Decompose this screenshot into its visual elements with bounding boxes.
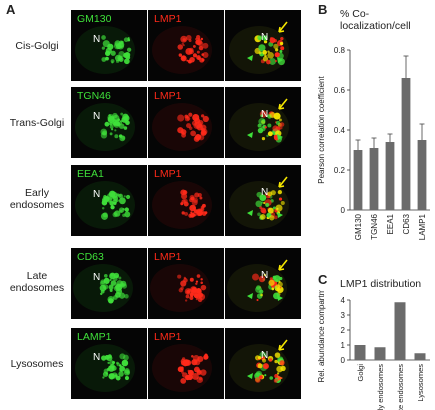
arrowhead-icon xyxy=(277,295,283,301)
distribution-chart: 0 1 2 3 4 Rel. abundance compartment Golgi Earl… xyxy=(317,290,430,410)
arrowhead-icon xyxy=(247,373,253,379)
arrow-icon xyxy=(278,176,288,188)
lmp1-label: LMP1 xyxy=(154,251,182,263)
row-label: Trans-Golgi xyxy=(9,117,65,129)
lmp1-channel-image: LMP1 xyxy=(148,87,224,158)
lmp1-label: LMP1 xyxy=(154,13,182,25)
merge-channel-image: N xyxy=(225,165,301,236)
y-tick-label: 4 xyxy=(341,296,346,305)
marker-label: CD63 xyxy=(77,251,104,263)
merge-channel-image: N xyxy=(225,328,301,399)
y-tick-label: 0 xyxy=(341,206,346,215)
y-tick-label: 3 xyxy=(341,311,346,320)
lmp1-channel-image: LMP1 xyxy=(148,328,224,399)
nucleus-label: N xyxy=(261,270,269,281)
row-label: Cis-Golgi xyxy=(15,40,59,52)
category-label: CD63 xyxy=(402,213,411,234)
y-tick-label: 0.6 xyxy=(334,86,346,95)
merge-channel-image: N xyxy=(225,248,301,319)
y-tick-label: 0.8 xyxy=(334,46,346,55)
arrowhead-icon xyxy=(247,55,253,61)
marker-label: GM130 xyxy=(77,13,112,25)
marker-channel-image: EEA1 N xyxy=(71,165,147,236)
arrowhead-icon xyxy=(277,212,283,218)
nucleus-label: N xyxy=(93,272,101,283)
bar xyxy=(414,353,426,360)
marker-label: EEA1 xyxy=(77,168,104,180)
category-label: Golgi xyxy=(356,364,365,382)
marker-channel-image: LAMP1 N xyxy=(71,328,147,399)
marker-channel-image: GM130 N xyxy=(71,10,147,81)
category-label: LAMP1 xyxy=(418,213,427,240)
nucleus-label: N xyxy=(93,189,101,200)
row-label: Lysosomes xyxy=(10,358,64,370)
bar xyxy=(385,142,395,210)
y-axis-label: Pearson correlation coefficient xyxy=(317,75,326,183)
arrowhead-icon xyxy=(277,134,283,140)
lmp1-channel-image: LMP1 xyxy=(148,248,224,319)
chart-b-title: % Co-localization/cell xyxy=(340,8,411,32)
nucleus-label: N xyxy=(261,350,269,361)
y-tick-label: 0.2 xyxy=(334,166,346,175)
panel-label-c: C xyxy=(318,272,328,287)
y-tick-label: 0 xyxy=(341,356,346,365)
chart-c-title: LMP1 distribution xyxy=(340,278,422,290)
category-label: GM130 xyxy=(354,213,363,240)
merge-channel-image: N xyxy=(225,10,301,81)
marker-channel-image: CD63 N xyxy=(71,248,147,319)
merge-channel-image: N xyxy=(225,87,301,158)
bar xyxy=(401,78,411,210)
marker-label: LAMP1 xyxy=(77,331,112,343)
arrow-icon xyxy=(278,259,288,271)
arrowhead-icon xyxy=(277,375,283,381)
panel-label-a: A xyxy=(6,2,16,17)
category-label: Early endosomes xyxy=(376,364,385,410)
bar xyxy=(369,148,379,210)
arrow-icon xyxy=(278,98,288,110)
category-label: Late endosomes xyxy=(396,364,405,410)
bar xyxy=(394,302,406,360)
lmp1-channel-image: LMP1 xyxy=(148,165,224,236)
y-tick-label: 2 xyxy=(341,326,346,335)
lmp1-channel-image: LMP1 xyxy=(148,10,224,81)
category-label: EEA1 xyxy=(386,213,395,234)
arrow-icon xyxy=(278,21,288,33)
nucleus-label: N xyxy=(261,187,269,198)
arrowhead-icon xyxy=(277,57,283,63)
nucleus-label: N xyxy=(93,34,101,45)
row-label: Late endosomes xyxy=(9,270,65,294)
marker-label: TGN46 xyxy=(77,90,111,102)
category-label: TGN46 xyxy=(370,213,379,239)
nucleus-label: N xyxy=(93,111,101,122)
arrow-icon xyxy=(278,339,288,351)
nucleus-label: N xyxy=(261,109,269,120)
colocalization-chart: 0 0.2 0.4 0.6 0.8 Pearson correlation coeffic… xyxy=(317,46,430,240)
bar xyxy=(417,140,427,210)
nucleus-label: N xyxy=(93,352,101,363)
arrowhead-icon xyxy=(247,210,253,216)
category-label: Lysosomes xyxy=(416,364,425,402)
lmp1-label: LMP1 xyxy=(154,90,182,102)
y-axis-label: Rel. abundance compartment xyxy=(317,290,326,382)
row-label: Early endosomes xyxy=(9,187,65,211)
arrowhead-icon xyxy=(247,293,253,299)
arrowhead-icon xyxy=(247,132,253,138)
lmp1-label: LMP1 xyxy=(154,168,182,180)
y-tick-label: 1 xyxy=(341,341,346,350)
bar xyxy=(353,150,363,210)
lmp1-label: LMP1 xyxy=(154,331,182,343)
marker-channel-image: TGN46 N xyxy=(71,87,147,158)
bar xyxy=(354,345,366,360)
panel-label-b: B xyxy=(318,2,328,17)
bar xyxy=(374,347,386,360)
y-tick-label: 0.4 xyxy=(334,126,346,135)
nucleus-label: N xyxy=(261,32,269,43)
